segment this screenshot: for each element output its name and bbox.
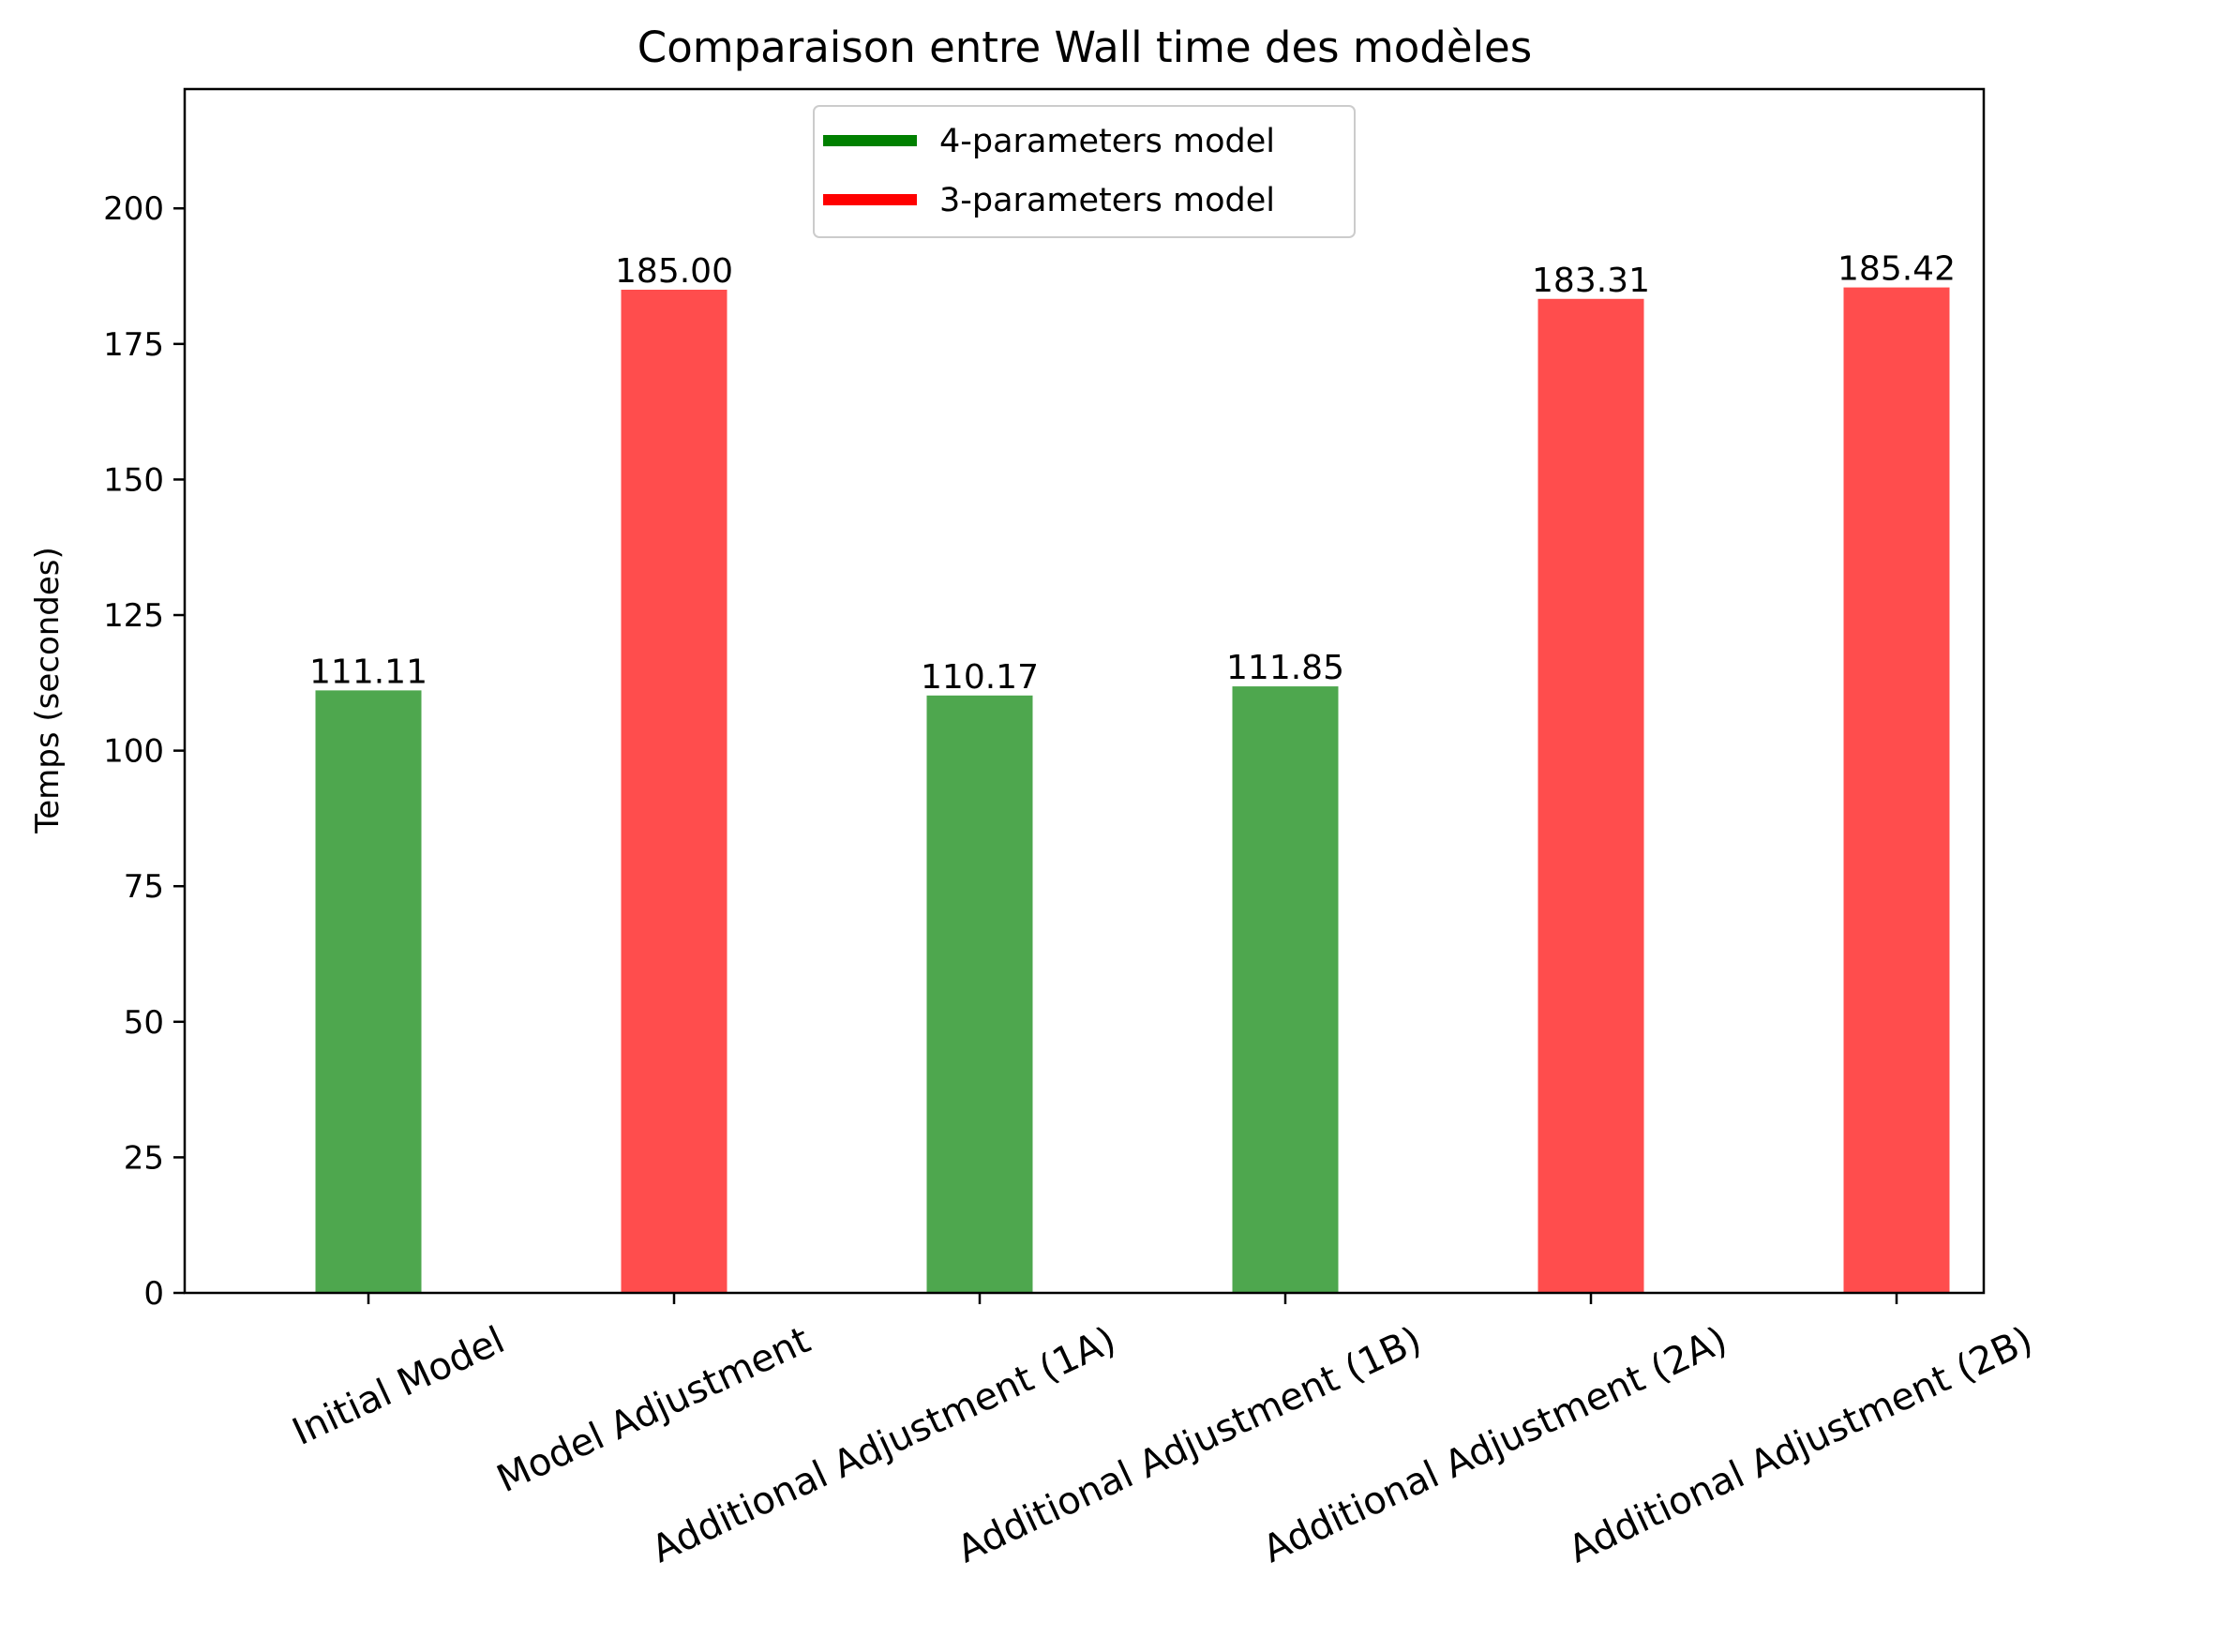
bars-group — [315, 287, 1950, 1293]
category-label: Model Adjustment — [490, 1318, 817, 1501]
y-tick-label: 25 — [124, 1139, 164, 1177]
bar — [621, 290, 728, 1293]
bar-value-label: 185.42 — [1838, 250, 1956, 289]
y-tick-label: 0 — [143, 1275, 164, 1313]
plot-frame — [183, 87, 1986, 1295]
legend-label: 3-parameters model — [939, 182, 1275, 219]
bar-value-label: 185.00 — [615, 252, 733, 291]
bar — [926, 695, 1033, 1293]
legend-box — [813, 105, 1356, 238]
y-tick-label: 150 — [103, 461, 164, 499]
chart-title: Comparaison entre Wall time des modèles — [638, 23, 1532, 72]
bar — [1232, 686, 1339, 1293]
value-labels-group: 111.11 185.00 110.17 111.85 183.31 185.42 — [309, 250, 1956, 697]
y-tick-label: 75 — [124, 868, 164, 906]
legend: 4-parameters model 3-parameters model — [813, 105, 1356, 238]
y-axis: 0 25 50 75 100 125 150 175 200 — [103, 190, 185, 1313]
y-tick-label: 100 — [103, 733, 164, 771]
bar — [1538, 298, 1644, 1293]
y-tick-label: 175 — [103, 326, 164, 364]
y-tick-label: 50 — [124, 1004, 164, 1042]
bar — [1843, 287, 1950, 1293]
y-tick-label: 200 — [103, 190, 164, 228]
y-axis-label: Temps (secondes) — [29, 547, 67, 834]
bar-value-label: 111.11 — [309, 653, 428, 691]
category-label: Initial Model — [286, 1318, 511, 1454]
bar — [315, 690, 422, 1293]
bar-value-label: 110.17 — [921, 658, 1039, 697]
bar-value-label: 183.31 — [1532, 262, 1650, 300]
legend-label: 4-parameters model — [939, 123, 1275, 160]
y-tick-label: 125 — [103, 597, 164, 635]
bar-value-label: 111.85 — [1226, 649, 1344, 687]
